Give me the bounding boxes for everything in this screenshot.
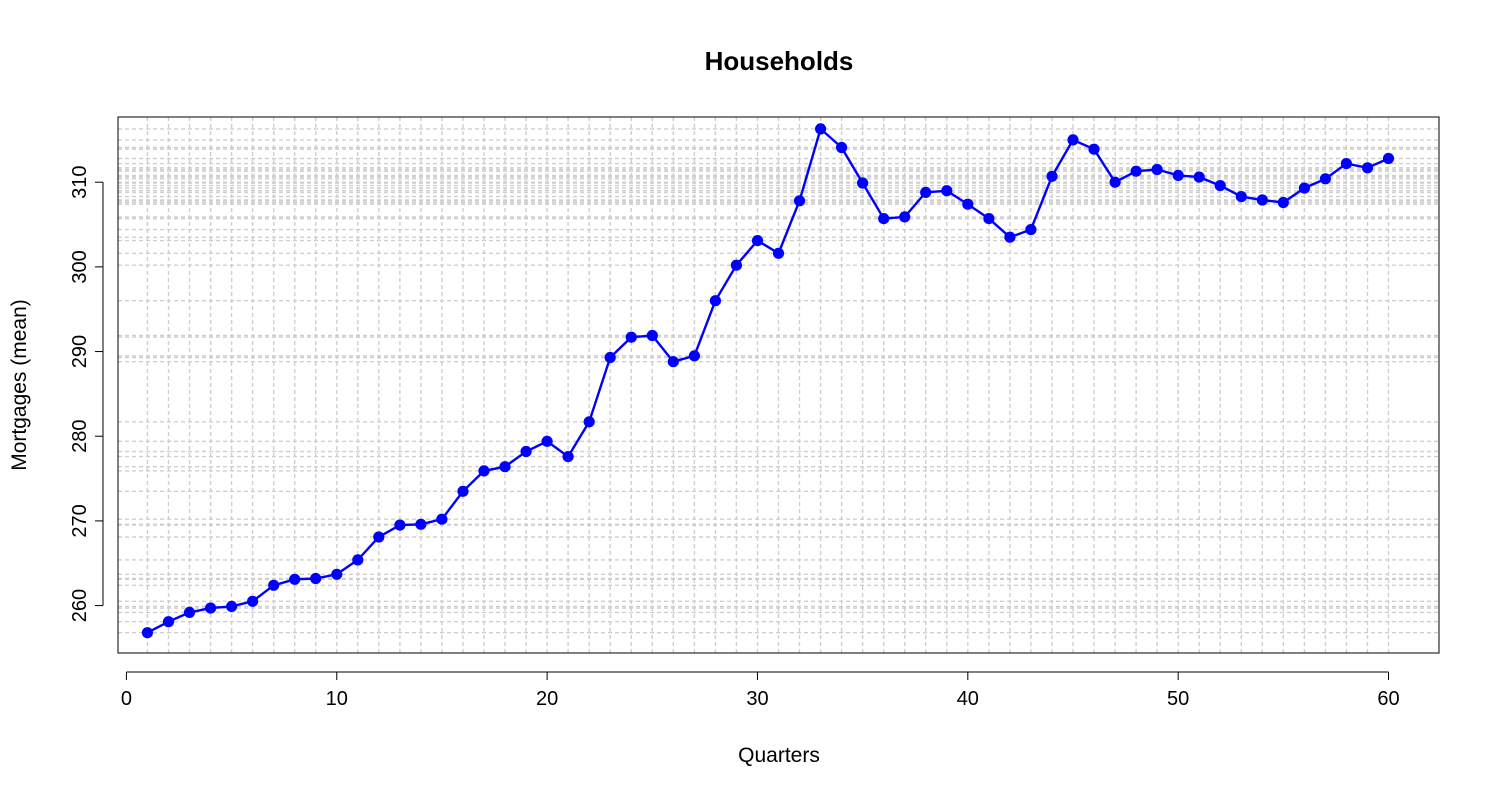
- data-point: [1340, 158, 1352, 170]
- data-point: [983, 213, 995, 225]
- data-point: [1256, 194, 1268, 206]
- data-point: [1172, 169, 1184, 181]
- data-point: [1025, 224, 1037, 236]
- data-point: [815, 123, 827, 135]
- data-point: [457, 485, 469, 497]
- data-point: [878, 213, 890, 225]
- data-point: [247, 595, 259, 607]
- data-point: [520, 445, 532, 458]
- data-point: [1235, 191, 1247, 203]
- data-point: [478, 465, 490, 477]
- data-point: [793, 195, 806, 207]
- data-point: [899, 211, 911, 223]
- data-point: [1046, 170, 1058, 182]
- data-point: [1361, 162, 1374, 174]
- data-point: [331, 568, 343, 580]
- data-point: [373, 531, 385, 543]
- x-tick-label: 40: [957, 688, 979, 710]
- x-tick-label: 10: [326, 688, 348, 710]
- data-point: [499, 461, 511, 473]
- data-point: [1130, 165, 1142, 177]
- data-point: [688, 350, 701, 362]
- data-point: [352, 554, 364, 566]
- data-point: [836, 141, 848, 154]
- data-point: [141, 627, 153, 639]
- y-axis-label: Mortgages (mean): [8, 299, 31, 471]
- x-axis-label: Quarters: [738, 744, 820, 767]
- data-point: [583, 416, 595, 428]
- x-tick-label: 20: [536, 688, 558, 710]
- y-tick-label: 260: [69, 589, 91, 622]
- x-tick-label: 60: [1377, 688, 1399, 710]
- data-point: [772, 247, 785, 259]
- data-point: [162, 616, 175, 628]
- data-point: [941, 185, 953, 197]
- data-point: [1088, 143, 1100, 155]
- data-point: [183, 606, 196, 619]
- data-point: [1067, 134, 1079, 146]
- data-point: [268, 579, 280, 591]
- data-point: [394, 519, 406, 531]
- y-axis: 260 270 280 290 300 310: [69, 166, 104, 622]
- data-point: [646, 329, 658, 342]
- data-point: [436, 513, 448, 525]
- data-point: [625, 331, 637, 343]
- x-tick-label: 30: [746, 688, 768, 710]
- data-point: [1151, 163, 1163, 176]
- x-tick-label: 50: [1167, 688, 1189, 710]
- data-point: [205, 602, 217, 614]
- data-point: [1214, 180, 1226, 192]
- data-point: [1109, 176, 1121, 188]
- data-point: [1382, 152, 1395, 165]
- y-tick-label: 270: [69, 504, 91, 537]
- chart-title: Households: [705, 46, 854, 76]
- y-tick-label: 280: [69, 420, 91, 453]
- data-point: [604, 351, 616, 364]
- data-point: [541, 435, 553, 447]
- data-point: [920, 186, 932, 198]
- data-point: [310, 572, 322, 585]
- data-point: [289, 573, 301, 585]
- data-point: [562, 451, 574, 463]
- y-tick-label: 310: [69, 166, 91, 199]
- y-tick-label: 300: [69, 250, 91, 283]
- data-point: [857, 177, 869, 189]
- series-layer: [141, 123, 1395, 639]
- data-point: [730, 259, 743, 271]
- data-point: [667, 356, 679, 368]
- data-point: [1193, 171, 1205, 183]
- y-tick-label: 290: [69, 335, 91, 368]
- data-point: [1298, 182, 1310, 194]
- data-point: [1004, 231, 1016, 243]
- x-axis: 0 10 20 30 40 50 60: [121, 671, 1400, 710]
- data-point: [1277, 196, 1289, 209]
- plot-frame: [117, 116, 1440, 654]
- data-point: [751, 235, 764, 247]
- data-point: [709, 295, 722, 307]
- data-point: [1319, 173, 1331, 185]
- data-point: [226, 600, 238, 613]
- data-point: [415, 518, 427, 530]
- grid: [118, 117, 1439, 653]
- series-line: [146, 126, 1389, 634]
- x-tick-label: 0: [121, 688, 132, 710]
- data-point: [962, 198, 974, 210]
